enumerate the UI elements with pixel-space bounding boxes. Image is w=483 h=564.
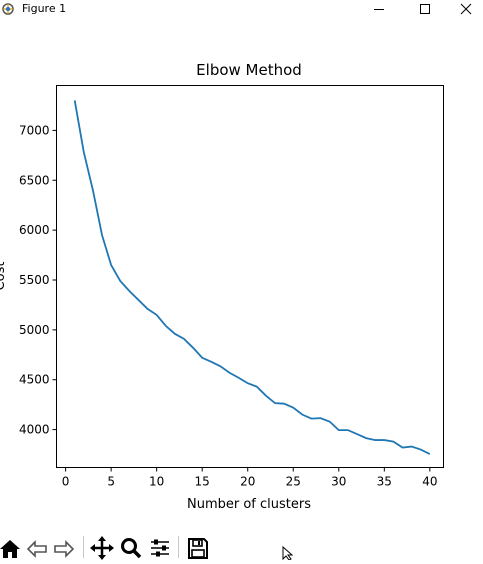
close-button[interactable] <box>448 0 483 18</box>
x-tick-label: 0 <box>62 475 70 489</box>
back-button[interactable] <box>25 534 49 560</box>
y-tick-label: 5000 <box>19 323 50 337</box>
minimize-button[interactable] <box>356 0 402 18</box>
home-icon <box>0 540 20 558</box>
maximize-button[interactable] <box>402 0 448 18</box>
y-axis-label: Cost <box>0 262 8 291</box>
y-tick-label: 4500 <box>19 373 50 387</box>
cost-line <box>73 100 431 455</box>
mouse-cursor-icon <box>282 546 294 560</box>
x-tick-label: 35 <box>377 475 392 489</box>
toolbar-separator <box>83 536 84 558</box>
y-tick-label: 5500 <box>19 273 50 287</box>
maximize-icon <box>420 4 430 14</box>
configure-subplots-icon <box>151 539 169 557</box>
pan-icon <box>90 536 114 560</box>
save-button[interactable] <box>186 534 210 560</box>
home-button[interactable] <box>0 534 22 560</box>
y-tick-label: 6500 <box>19 173 50 187</box>
figure-canvas[interactable]: Elbow Method 0 5 10 15 20 25 30 35 40 4000 4500 500… <box>0 18 483 530</box>
x-tick-label: 25 <box>286 475 301 489</box>
configure-subplots-button[interactable] <box>148 534 172 560</box>
toolbar-separator <box>178 536 179 558</box>
x-tick-label: 30 <box>331 475 346 489</box>
y-tick-label: 6000 <box>19 223 50 237</box>
zoom-icon <box>121 538 142 559</box>
x-tick-label: 20 <box>240 475 255 489</box>
x-tick-label: 40 <box>422 475 437 489</box>
back-icon <box>26 540 47 558</box>
x-tick-label: 5 <box>107 475 115 489</box>
forward-button[interactable] <box>52 534 76 560</box>
figure-app-icon <box>0 1 16 17</box>
forward-icon <box>54 540 75 558</box>
y-tick-label: 7000 <box>19 123 50 137</box>
x-axis-label: Number of clusters <box>187 497 311 512</box>
close-icon <box>460 3 471 15</box>
navigation-toolbar <box>0 530 483 560</box>
title-bar: Figure 1 <box>0 0 483 18</box>
x-tick-label: 15 <box>195 475 210 489</box>
x-tick-label: 10 <box>149 475 164 489</box>
elbow-chart: Elbow Method 0 5 10 15 20 25 30 35 40 4000 4500 500… <box>0 61 444 512</box>
chart-title: Elbow Method <box>196 61 302 79</box>
pan-button[interactable] <box>90 534 114 560</box>
y-tick-label: 4000 <box>19 423 50 437</box>
zoom-button[interactable] <box>119 534 143 560</box>
window-title: Figure 1 <box>22 2 67 15</box>
save-icon <box>188 538 208 559</box>
plot-frame <box>56 85 444 468</box>
minimize-icon <box>374 9 384 10</box>
